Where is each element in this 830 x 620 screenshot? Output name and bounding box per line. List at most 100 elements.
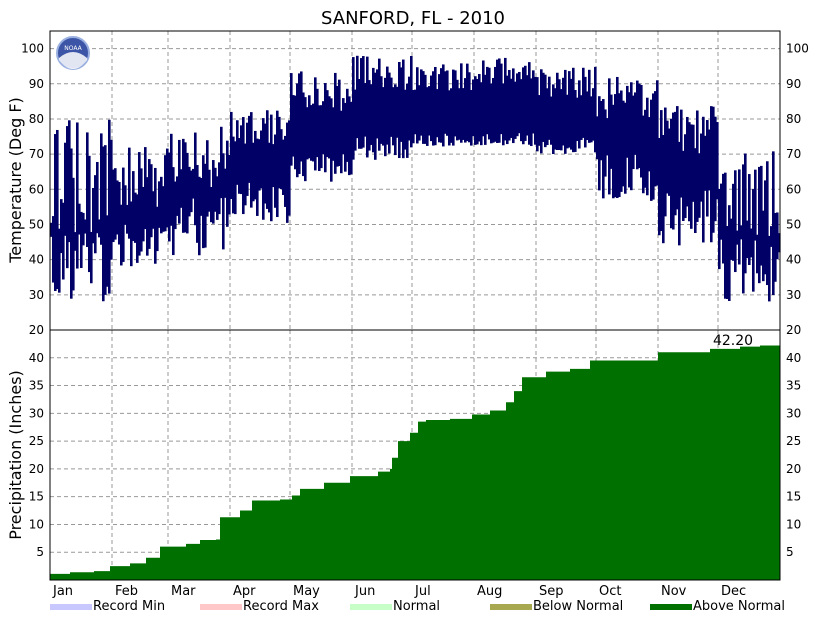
precipitation-total-label: 42.20 xyxy=(713,333,753,349)
temperature-day-bar xyxy=(696,110,699,222)
temperature-day-bar xyxy=(242,117,245,215)
temperature-panel: 30 30 40 40 50 50 60 60 70 70 80 80 90 90 100 100 20 20 N… xyxy=(6,31,809,337)
temperature-day-bar xyxy=(88,155,91,273)
temperature-day-bar xyxy=(520,79,523,142)
temperature-day-bar xyxy=(196,165,199,243)
temperature-day-bar xyxy=(460,63,463,143)
temperature-day-bar xyxy=(378,58,381,151)
temperature-day-bar xyxy=(140,168,143,252)
precip-tick-left: 5 xyxy=(36,545,44,559)
temperature-day-bar xyxy=(628,92,631,188)
temperature-day-bar xyxy=(538,95,541,146)
temperature-day-bar xyxy=(170,133,173,226)
temperature-day-bar xyxy=(480,82,483,146)
temperature-day-bar xyxy=(84,219,87,234)
temperature-day-bar xyxy=(456,79,459,141)
temperature-day-bar xyxy=(472,79,475,137)
temperature-day-bar xyxy=(428,86,431,136)
temperature-day-bar xyxy=(338,79,341,166)
temperature-day-bar xyxy=(270,114,273,222)
temperature-day-bar xyxy=(498,58,501,143)
temperature-day-bar xyxy=(606,118,609,156)
temperature-day-bar xyxy=(496,59,499,143)
temperature-day-bar xyxy=(306,107,309,160)
temp-tick-right: 50 xyxy=(786,217,801,231)
temperature-day-bar xyxy=(436,89,439,138)
temperature-day-bar xyxy=(320,105,323,169)
temperature-day-bar xyxy=(290,73,293,166)
temperature-day-bar xyxy=(116,180,119,235)
temp-tick-right: 70 xyxy=(786,147,801,161)
temperature-day-bar xyxy=(494,66,497,142)
month-label: Dec xyxy=(721,584,746,599)
temperature-day-bar xyxy=(508,69,511,141)
temp-tick-left: 40 xyxy=(29,253,44,267)
temperature-day-bar xyxy=(410,56,413,148)
temperature-day-bar xyxy=(402,59,405,159)
temperature-day-bar xyxy=(134,192,137,243)
temperature-day-bar xyxy=(674,111,677,216)
temperature-day-bar xyxy=(452,69,455,146)
temperature-day-bar xyxy=(748,174,751,265)
temperature-day-bar xyxy=(462,88,465,140)
temperature-day-bar xyxy=(416,67,419,144)
temperature-day-bar xyxy=(72,177,75,291)
temperature-day-bar xyxy=(58,228,61,293)
temperature-day-bar xyxy=(376,69,379,139)
temperature-day-bar xyxy=(126,204,129,234)
temperature-day-bar xyxy=(582,67,585,138)
temperature-day-bar xyxy=(112,169,115,243)
temperature-day-bar xyxy=(298,73,301,174)
temperature-day-bar xyxy=(722,173,725,264)
temperature-day-bar xyxy=(312,103,315,162)
temperature-day-bar xyxy=(74,232,77,251)
temperature-day-bar xyxy=(660,110,663,232)
temperature-day-bar xyxy=(182,138,185,233)
temperature-day-bar xyxy=(324,83,327,173)
temperature-day-bar xyxy=(226,140,229,227)
temperature-day-bar xyxy=(162,186,165,232)
temperature-day-bar xyxy=(648,117,651,172)
temperature-day-bar xyxy=(600,100,603,161)
temperature-day-bar xyxy=(572,67,575,153)
temperature-day-bar xyxy=(478,74,481,142)
temperature-day-bar xyxy=(254,130,257,200)
temperature-day-bar xyxy=(264,123,267,204)
temp-tick-right: 100 xyxy=(786,42,809,56)
temperature-day-bar xyxy=(518,71,521,134)
temperature-day-bar xyxy=(574,90,577,152)
temperature-day-bar xyxy=(558,79,561,151)
temperature-day-bar xyxy=(262,118,265,220)
month-label: Jul xyxy=(414,584,431,599)
temperature-day-bar xyxy=(340,110,343,174)
temperature-day-bar xyxy=(244,143,247,206)
legend-label: Above Normal xyxy=(693,599,785,614)
temperature-day-bar xyxy=(458,88,461,140)
temperature-day-bar xyxy=(760,165,763,266)
temp-tick-left: 100 xyxy=(21,42,44,56)
temperature-day-bar xyxy=(210,186,213,223)
temperature-day-bar xyxy=(76,122,79,269)
temperature-day-bar xyxy=(442,64,445,147)
temperature-day-bar xyxy=(702,116,705,243)
temperature-day-bar xyxy=(644,109,647,188)
temperature-day-bar xyxy=(658,137,661,236)
temperature-day-bar xyxy=(62,202,65,280)
temperature-day-bar xyxy=(512,68,515,144)
temperature-day-bar xyxy=(586,91,589,141)
temperature-day-bar xyxy=(132,171,135,242)
temperature-day-bar xyxy=(764,180,767,275)
temperature-day-bar xyxy=(352,57,355,160)
temperature-day-bar xyxy=(758,166,761,284)
temperature-day-bar xyxy=(698,153,701,218)
temperature-day-bar xyxy=(616,76,619,199)
temperature-day-bar xyxy=(344,102,347,172)
precip-tick-left: 15 xyxy=(29,490,44,504)
temperature-day-bar xyxy=(284,135,287,207)
month-label: Jan xyxy=(52,584,73,599)
temperature-day-bar xyxy=(714,116,717,222)
panel-borders xyxy=(49,30,781,581)
temperature-day-bar xyxy=(138,152,141,256)
month-label: Mar xyxy=(171,584,196,599)
temperature-day-bar xyxy=(258,139,261,191)
